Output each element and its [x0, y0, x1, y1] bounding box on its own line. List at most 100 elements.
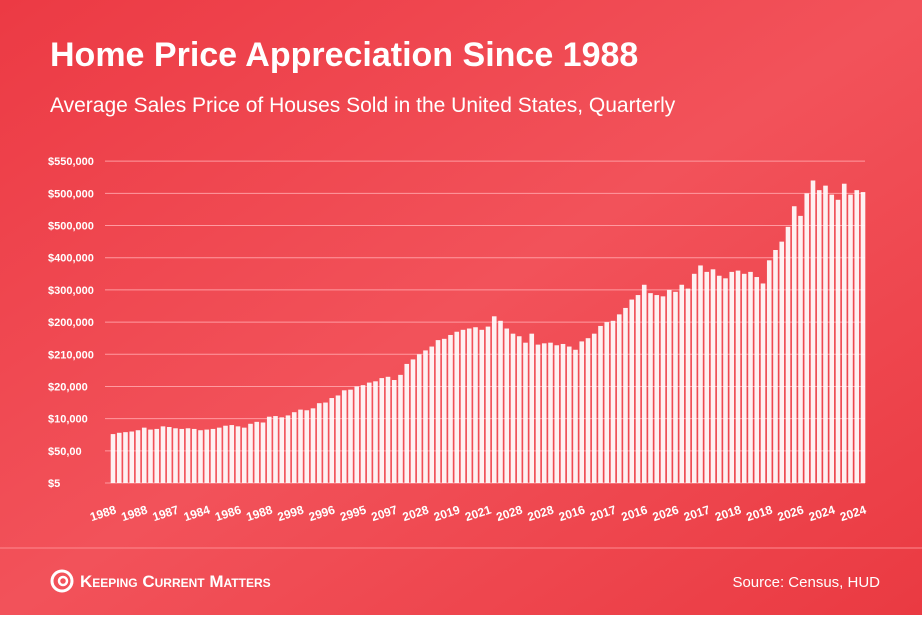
y-tick-label: $500,000	[48, 188, 94, 200]
y-tick-label: $10,000	[48, 414, 88, 426]
bar	[710, 269, 716, 483]
bar	[485, 326, 491, 483]
bar	[348, 389, 353, 483]
bar	[285, 415, 291, 483]
bar	[341, 390, 347, 483]
bar	[404, 363, 410, 483]
bar	[591, 333, 597, 483]
bar	[816, 190, 822, 484]
bar	[823, 185, 828, 483]
bar	[291, 412, 297, 483]
bar	[116, 432, 122, 483]
bar	[179, 428, 185, 483]
bar	[391, 380, 397, 483]
bar	[423, 350, 428, 483]
bar	[123, 432, 128, 483]
bar	[766, 260, 772, 483]
bar	[773, 250, 778, 483]
bar	[560, 343, 566, 483]
source-note: Source: Census, HUD	[732, 574, 880, 591]
bar	[266, 416, 272, 483]
bar	[310, 408, 316, 483]
bar	[498, 320, 503, 483]
bar	[435, 340, 441, 483]
bar	[366, 382, 372, 483]
bar	[204, 429, 210, 483]
bar	[473, 327, 478, 483]
bar	[235, 426, 241, 483]
bar	[198, 430, 203, 483]
bar	[604, 322, 610, 483]
bar	[735, 270, 741, 483]
y-tick-label: $300,000	[48, 285, 94, 297]
y-tick-label: $550,000	[48, 156, 94, 168]
bar	[316, 403, 322, 483]
bar	[510, 333, 516, 483]
bar	[585, 338, 591, 483]
bar	[241, 427, 247, 483]
y-tick-label: $5	[48, 478, 60, 490]
y-tick-label: $50,00	[48, 446, 82, 458]
bar	[523, 342, 528, 483]
bar	[229, 425, 235, 483]
bar	[648, 293, 653, 483]
bar	[454, 331, 460, 483]
bar	[216, 427, 222, 483]
bar	[154, 428, 160, 483]
bar	[304, 410, 310, 483]
bar	[860, 192, 866, 484]
bar	[673, 291, 678, 483]
bar	[504, 328, 510, 483]
bar	[685, 288, 691, 483]
bar	[641, 284, 647, 483]
bar	[191, 428, 197, 483]
bar	[354, 386, 360, 483]
y-tick-label: $500,000	[48, 221, 94, 233]
bar	[691, 273, 697, 483]
bar	[804, 193, 810, 483]
bar	[110, 434, 116, 483]
y-tick-label: $400,000	[48, 253, 94, 265]
bar	[610, 320, 616, 483]
bar	[798, 215, 803, 483]
bar	[491, 316, 497, 483]
bar	[566, 346, 572, 483]
bar	[629, 299, 635, 483]
bar	[210, 428, 216, 483]
bar	[579, 341, 585, 483]
bar	[385, 376, 391, 483]
bar	[616, 314, 622, 483]
bar	[623, 307, 628, 483]
y-tick-label: $20,000	[48, 381, 88, 393]
bar	[666, 289, 672, 483]
brand-logo	[50, 569, 74, 593]
bar	[841, 183, 847, 483]
bar	[679, 284, 685, 483]
bar	[698, 265, 703, 483]
bar	[848, 194, 853, 483]
bar	[141, 427, 147, 483]
bar	[541, 343, 547, 483]
bar	[273, 416, 278, 483]
bar	[323, 402, 328, 483]
bar	[529, 333, 535, 483]
bar	[373, 381, 378, 483]
bar	[854, 190, 860, 484]
bar	[448, 334, 453, 483]
bar	[185, 428, 191, 483]
bar	[779, 241, 785, 483]
y-tick-label: $200,000	[48, 317, 94, 329]
chart-subtitle: Average Sales Price of Houses Sold in th…	[50, 94, 676, 117]
bar	[398, 374, 403, 483]
bar	[835, 199, 841, 484]
y-tick-label: $210,000	[48, 349, 94, 361]
bar	[785, 226, 791, 483]
chart-title: Home Price Appreciation Since 1988	[50, 36, 638, 74]
bar	[748, 271, 753, 483]
bar	[760, 283, 766, 483]
bar	[829, 194, 835, 483]
bar	[548, 342, 553, 483]
bar	[810, 180, 816, 483]
bar	[554, 345, 560, 483]
